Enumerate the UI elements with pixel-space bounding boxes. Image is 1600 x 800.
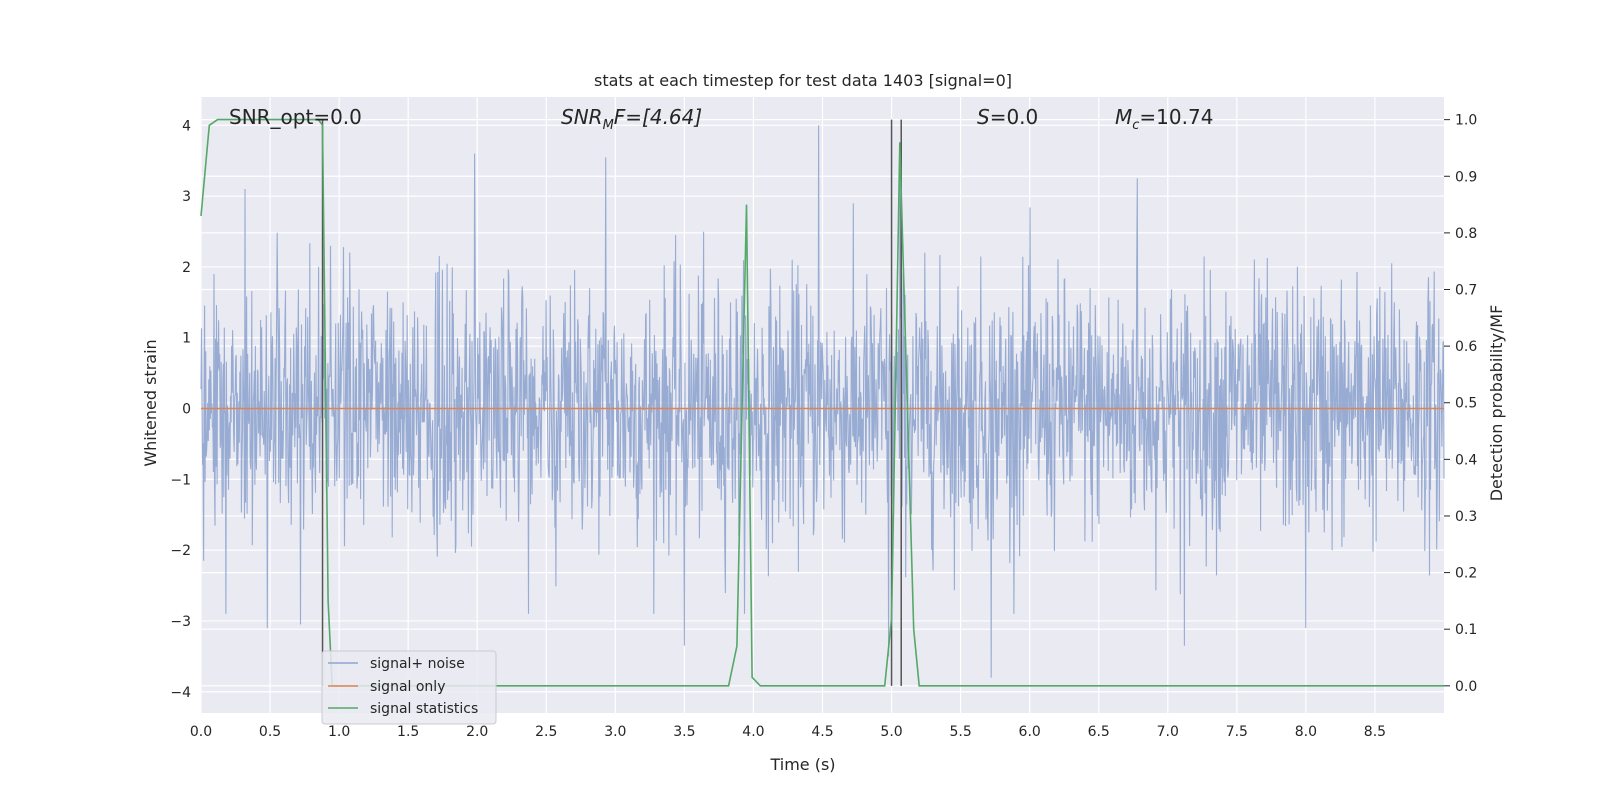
annotation-snr-mf: SNRMF=[4.64] <box>561 105 702 133</box>
y2-tick-label: 0.6 <box>1455 339 1477 355</box>
noise-line <box>200 125 1445 678</box>
y-tick-label: 3 <box>182 189 191 205</box>
y2-tick-label: 0.3 <box>1455 509 1477 525</box>
x-axis-label: Time (s) <box>769 755 835 774</box>
y2-tick-label: 1.0 <box>1455 113 1477 129</box>
legend-box <box>321 650 497 725</box>
y-tick-label: −3 <box>170 614 191 630</box>
x-tick-label: 8.0 <box>1295 724 1317 740</box>
y2-tick-label: 0.0 <box>1455 679 1477 695</box>
x-tick-label: 8.5 <box>1364 724 1386 740</box>
annotation-mc-main: M <box>1115 105 1132 129</box>
y-tick-label: 4 <box>182 118 191 134</box>
x-tick-label: 2.5 <box>535 724 557 740</box>
x-tick-label: 5.5 <box>949 724 971 740</box>
y-tick-label: −1 <box>170 472 191 488</box>
x-tick-label: 7.0 <box>1157 724 1179 740</box>
y2-tick-label: 0.1 <box>1455 622 1477 638</box>
x-tick-label: 4.5 <box>811 724 833 740</box>
series-signal-noise <box>200 125 1445 678</box>
y2-tick-label: 0.9 <box>1455 169 1477 185</box>
annotation-mc-sub: c <box>1132 118 1139 133</box>
y2-tick-label: 0.2 <box>1455 566 1477 582</box>
x-tick-label: 7.5 <box>1226 724 1248 740</box>
x-tick-label: 6.5 <box>1088 724 1110 740</box>
y2-tick-label: 0.5 <box>1455 396 1477 412</box>
x-tick-label: 2.0 <box>466 724 488 740</box>
y-tick-label: −2 <box>170 543 191 559</box>
annotation-snr-mf-main: SNR <box>561 105 603 129</box>
legend-label-signal-only: signal only <box>370 679 445 695</box>
y-tick-label: 0 <box>182 402 191 418</box>
annotation-mc: Mc=10.74 <box>1115 105 1213 133</box>
y-axis-ticks: −4 −3 −2 −1 0 1 2 3 4 <box>170 118 191 700</box>
annotation-mc-rest: =10.74 <box>1139 105 1213 129</box>
legend-label-noise: signal+ noise <box>370 656 465 672</box>
annotation-snr-mf-sub: M <box>603 118 614 133</box>
annotation-s-main: S <box>977 105 990 129</box>
y-axis-label: Whitened strain <box>141 339 160 466</box>
x-tick-label: 5.0 <box>880 724 902 740</box>
x-tick-label: 0.0 <box>190 724 212 740</box>
statistics-line <box>200 118 1444 687</box>
series-signal-statistics <box>200 118 1444 687</box>
y-tick-label: −4 <box>170 685 191 701</box>
y-tick-label: 2 <box>182 260 191 276</box>
x-tick-label: 3.0 <box>604 724 626 740</box>
y2-tick-label: 0.7 <box>1455 283 1477 299</box>
annotation-snr-mf-rest: F=[4.64] <box>614 105 702 129</box>
annotation-snr-opt: SNR_opt=0.0 <box>229 105 362 129</box>
y2-tick-label: 0.8 <box>1455 226 1477 242</box>
x-tick-label: 4.0 <box>742 724 764 740</box>
annotation-s-rest: =0.0 <box>990 105 1039 129</box>
annotation-s: S=0.0 <box>977 105 1038 129</box>
x-tick-label: 1.0 <box>328 724 350 740</box>
legend: signal+ noise signal only signal statist… <box>321 650 497 725</box>
y2-tick-label: 0.4 <box>1455 452 1477 468</box>
y2-axis-ticks: 0.0 0.1 0.2 0.3 0.4 0.5 0.6 0.7 0.8 0.9 1.0 <box>1444 113 1477 695</box>
x-tick-label: 0.5 <box>259 724 281 740</box>
legend-label-statistics: signal statistics <box>370 701 478 717</box>
x-axis-ticks: 0.0 0.5 1.0 1.5 2.0 2.5 3.0 3.5 4.0 4.5 5.0 5.5 6.0 6… <box>190 724 1386 740</box>
x-tick-label: 3.5 <box>673 724 695 740</box>
y-tick-label: 1 <box>182 331 191 347</box>
x-tick-label: 1.5 <box>397 724 419 740</box>
chart-title: stats at each timestep for test data 140… <box>594 71 1012 90</box>
y2-axis-label: Detection probability/MF <box>1487 305 1506 502</box>
x-tick-label: 6.0 <box>1019 724 1041 740</box>
